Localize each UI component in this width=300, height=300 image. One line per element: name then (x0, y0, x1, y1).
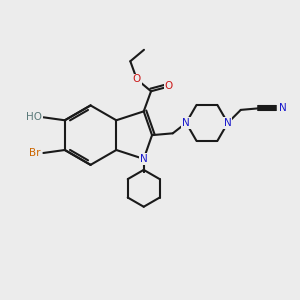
Text: HO: HO (26, 112, 43, 122)
Text: N: N (182, 118, 190, 128)
Text: O: O (165, 82, 173, 92)
Text: O: O (133, 74, 141, 84)
Text: Br: Br (29, 148, 40, 158)
Text: N: N (140, 154, 148, 164)
Text: N: N (279, 103, 287, 113)
Text: N: N (224, 118, 232, 128)
